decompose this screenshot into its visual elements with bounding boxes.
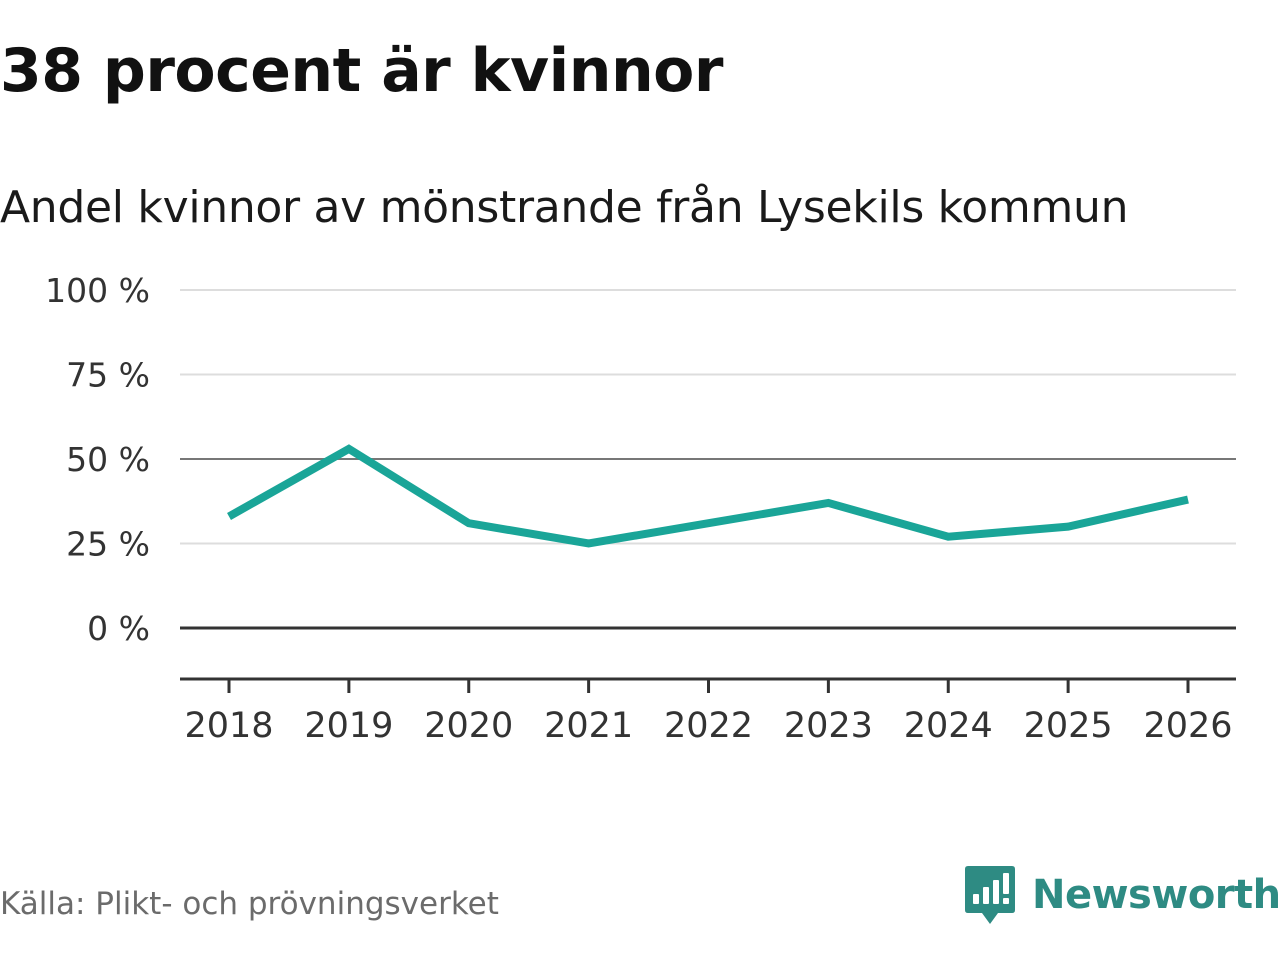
y-tick-label: 75 % <box>66 356 150 395</box>
series-layer <box>227 444 1189 548</box>
y-axis-tick-labels: 0 % 25 % 50 % 75 % 100 % <box>45 271 150 648</box>
series-line <box>227 444 1189 548</box>
x-tick-label: 2024 <box>904 706 993 746</box>
x-tick-label: 2023 <box>784 706 873 746</box>
newsworthy-logo-text: Newsworthy <box>1032 872 1280 918</box>
chart-title: 38 procent är kvinnor <box>0 36 723 106</box>
x-tick-label: 2021 <box>544 706 633 746</box>
newsworthy-logo[interactable]: Newsworthy <box>964 864 1280 926</box>
y-tick-label: 50 % <box>66 440 150 479</box>
chart-subtitle: Andel kvinnor av mönstrande från Lysekil… <box>0 182 1129 233</box>
x-tick-label: 2018 <box>184 706 273 746</box>
x-tick-label: 2026 <box>1143 706 1232 746</box>
y-tick-label: 100 % <box>45 271 150 310</box>
x-tick-label: 2020 <box>424 706 513 746</box>
y-tick-label: 25 % <box>66 525 150 564</box>
y-tick-label: 0 % <box>87 609 150 648</box>
source-credit: Källa: Plikt- och prövningsverket <box>0 886 499 922</box>
x-tick-label: 2019 <box>304 706 393 746</box>
newsworthy-logo-icon <box>965 866 1015 924</box>
x-axis: 2018 2019 2020 2021 2022 2023 2024 2025 2026 <box>180 677 1236 746</box>
gridlines <box>180 289 1236 630</box>
x-tick-label: 2022 <box>664 706 753 746</box>
x-tick-label: 2025 <box>1024 706 1113 746</box>
